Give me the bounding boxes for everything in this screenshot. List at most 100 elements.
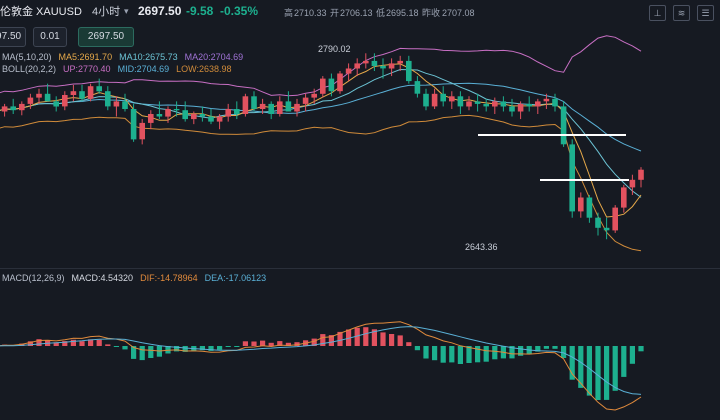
boll-low-value: LOW:2638.98 [176,64,232,74]
high-annotation: 2790.02 [318,44,351,54]
macd-histogram-bar [320,334,326,346]
candle-body [552,98,558,107]
candle-body [79,91,85,99]
candle-body [603,227,610,231]
candle-body [268,103,274,114]
candle-body [578,197,584,212]
macd-histogram-bar [88,339,94,346]
open-label: 开 [330,8,340,18]
macd-histogram-bar [483,346,489,362]
chevron-down-icon[interactable]: ▾ [124,6,129,16]
candle-body [595,217,601,228]
candle-body [431,93,438,107]
macd-histogram-bar [70,339,76,346]
candle-body [182,110,188,120]
macd-histogram-bar [148,346,154,358]
top-bar: 伦敦金 XAUUSD 4小时 ▾ 2697.50 -9.58 -0.35% 高 … [0,0,720,24]
macd-histogram-bar [199,346,205,351]
macd-histogram-bar [397,335,403,346]
indicator-icon[interactable]: ≋ [673,5,690,21]
prev-close-label: 昨收 [422,8,441,18]
candle-body [208,116,214,122]
candle-body [285,101,292,112]
macd-histogram-bar [96,339,102,346]
buy-button[interactable]: 2697.50 [78,27,134,47]
macd-histogram-bar [380,332,386,346]
ma5-value: MA5:2691.70 [58,52,113,62]
candle-body [380,65,386,69]
price-change: -9.58 [186,4,214,18]
dif-value: DIF:-14.78964 [140,273,198,283]
candle-body [345,68,352,74]
interval-selector[interactable]: 4小时 [92,6,121,18]
symbol-title[interactable]: 伦敦金 XAUUSD [0,6,82,18]
candle-body [19,103,25,111]
macd-histogram-bar [208,346,214,351]
candle-body [449,96,455,102]
boll-lower-line [0,114,642,252]
macd-histogram-bar [225,346,231,347]
macd-histogram-bar [36,339,42,346]
boll-label: BOLL(20,2,2) [2,64,57,74]
ma5-line [0,63,642,218]
candle-body [569,144,575,212]
candle-body [87,86,94,99]
candle-body [629,179,636,188]
macd-histogram-bar [432,346,438,361]
ma-label: MA(5,10,20) [2,52,52,62]
candle-body [466,101,472,107]
ruler-icon[interactable]: ⊥ [649,5,666,21]
macd-histogram-bar [604,346,610,400]
candle-body [173,109,180,111]
lot-size-input[interactable]: 0.01 [33,27,67,47]
ma-legend: MA(5,10,20) MA5:2691.70 MA10:2675.73 MA20:2… [2,52,250,63]
macd-histogram-bar [638,346,644,352]
boll-up-value: UP:2770.40 [63,64,111,74]
low-label: 低 [376,8,386,18]
macd-label: MACD(12,26,9) [2,273,65,283]
boll-legend: BOLL(20,2,2) UP:2770.40 MID:2704.69 LOW:263… [2,64,238,75]
boll-mid-value: MID:2704.69 [117,64,170,74]
candle-body [535,101,541,107]
candle-body [509,106,515,112]
sell-button[interactable]: 2697.50 [0,27,26,47]
boll-mid-line [0,82,642,152]
settings-icon[interactable]: ☰ [697,5,714,21]
candle-body [440,93,446,102]
last-price: 2697.50 [138,4,182,18]
macd-histogram-bar [612,346,618,391]
pane-divider[interactable] [0,268,720,269]
macd-histogram-bar [492,346,498,360]
macd-histogram-bar [105,344,111,346]
candle-body [526,103,532,107]
macd-histogram-bar [629,346,635,364]
candle-body [10,106,16,111]
macd-histogram-bar [337,331,343,346]
candle-body [543,98,550,102]
candle-body [474,101,481,104]
candle-body [500,101,507,107]
candle-body [44,93,51,102]
candle-body [560,106,567,145]
open-value: 2706.13 [340,8,373,18]
candle-body [294,103,300,112]
macd-histogram-bar [475,346,481,363]
macd-histogram-bar [561,346,567,358]
macd-histogram-bar [131,346,137,359]
candle-body [53,101,59,107]
candle-body [113,101,120,107]
ma20-value: MA20:2704.69 [184,52,244,62]
macd-histogram-bar [414,346,420,351]
macd-histogram-bar [311,338,317,346]
candle-body [259,103,266,109]
candle-body [1,106,8,112]
candle-body [242,96,249,114]
candle-body [165,109,171,117]
boll-upper-line [0,35,642,97]
candle-body [70,91,77,95]
macd-histogram-bar [406,342,412,346]
macd-histogram-bar [389,334,395,346]
candle-body [328,78,335,92]
dea-line [0,326,642,395]
